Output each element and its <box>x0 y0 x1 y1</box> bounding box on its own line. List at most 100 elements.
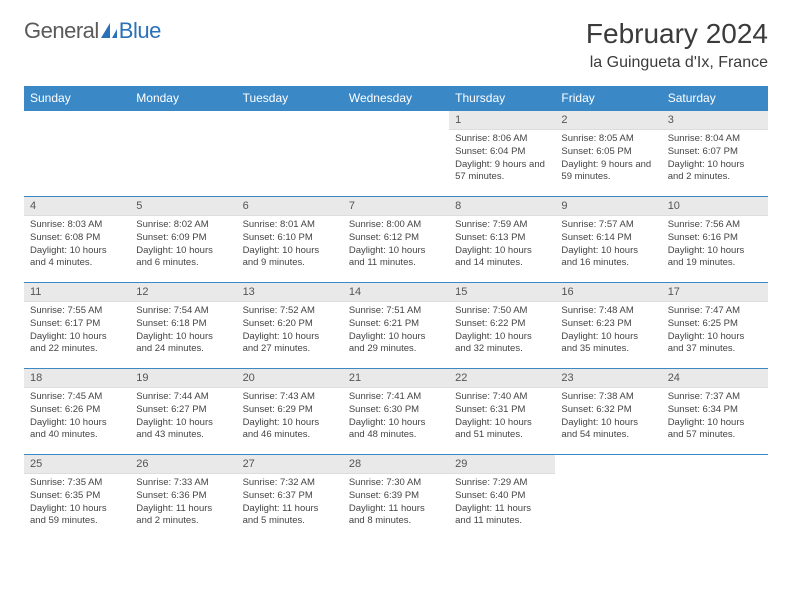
day-number: 13 <box>237 283 343 302</box>
weekday-header: Thursday <box>449 86 555 111</box>
day-data: Sunrise: 8:03 AMSunset: 6:08 PMDaylight:… <box>24 216 130 274</box>
day-data: Sunrise: 8:04 AMSunset: 6:07 PMDaylight:… <box>662 130 768 188</box>
day-data: Sunrise: 8:02 AMSunset: 6:09 PMDaylight:… <box>130 216 236 274</box>
day-data-line: Sunrise: 7:47 AM <box>668 305 762 318</box>
day-data-line: Sunrise: 7:52 AM <box>243 305 337 318</box>
day-data-line: Sunset: 6:29 PM <box>243 404 337 417</box>
day-data-line: Daylight: 10 hours and 14 minutes. <box>455 245 549 271</box>
day-data: Sunrise: 7:54 AMSunset: 6:18 PMDaylight:… <box>130 302 236 360</box>
day-data-line: Daylight: 10 hours and 43 minutes. <box>136 417 230 443</box>
calendar-week: 1Sunrise: 8:06 AMSunset: 6:04 PMDaylight… <box>24 111 768 197</box>
day-data: Sunrise: 8:01 AMSunset: 6:10 PMDaylight:… <box>237 216 343 274</box>
day-number: 9 <box>555 197 661 216</box>
day-number: 3 <box>662 111 768 130</box>
day-data-line: Sunrise: 8:00 AM <box>349 219 443 232</box>
day-data: Sunrise: 7:48 AMSunset: 6:23 PMDaylight:… <box>555 302 661 360</box>
calendar-week: 11Sunrise: 7:55 AMSunset: 6:17 PMDayligh… <box>24 283 768 369</box>
calendar-day: 11Sunrise: 7:55 AMSunset: 6:17 PMDayligh… <box>24 283 130 369</box>
day-data-line: Sunrise: 7:45 AM <box>30 391 124 404</box>
calendar-day <box>237 111 343 197</box>
day-data-line: Sunset: 6:20 PM <box>243 318 337 331</box>
day-number: 11 <box>24 283 130 302</box>
day-data-line: Daylight: 11 hours and 11 minutes. <box>455 503 549 529</box>
day-data: Sunrise: 7:35 AMSunset: 6:35 PMDaylight:… <box>24 474 130 532</box>
title-block: February 2024 la Guingueta d'Ix, France <box>586 18 768 72</box>
calendar-day <box>662 455 768 533</box>
calendar-day: 10Sunrise: 7:56 AMSunset: 6:16 PMDayligh… <box>662 197 768 283</box>
calendar-day: 6Sunrise: 8:01 AMSunset: 6:10 PMDaylight… <box>237 197 343 283</box>
day-data: Sunrise: 8:00 AMSunset: 6:12 PMDaylight:… <box>343 216 449 274</box>
day-data-line: Sunrise: 7:38 AM <box>561 391 655 404</box>
day-data-line: Daylight: 10 hours and 51 minutes. <box>455 417 549 443</box>
day-data: Sunrise: 7:40 AMSunset: 6:31 PMDaylight:… <box>449 388 555 446</box>
day-data: Sunrise: 7:30 AMSunset: 6:39 PMDaylight:… <box>343 474 449 532</box>
day-data-line: Daylight: 11 hours and 8 minutes. <box>349 503 443 529</box>
day-data-line: Daylight: 10 hours and 24 minutes. <box>136 331 230 357</box>
calendar-day <box>555 455 661 533</box>
day-data-line: Sunset: 6:40 PM <box>455 490 549 503</box>
day-number: 17 <box>662 283 768 302</box>
day-data-line: Sunrise: 7:41 AM <box>349 391 443 404</box>
day-data-line: Sunset: 6:14 PM <box>561 232 655 245</box>
day-data: Sunrise: 7:44 AMSunset: 6:27 PMDaylight:… <box>130 388 236 446</box>
day-data-line: Sunrise: 7:48 AM <box>561 305 655 318</box>
calendar-day: 13Sunrise: 7:52 AMSunset: 6:20 PMDayligh… <box>237 283 343 369</box>
day-data-line: Sunset: 6:26 PM <box>30 404 124 417</box>
day-data-line: Sunrise: 8:06 AM <box>455 133 549 146</box>
day-data-line: Sunset: 6:34 PM <box>668 404 762 417</box>
day-number: 10 <box>662 197 768 216</box>
day-data-line: Daylight: 10 hours and 6 minutes. <box>136 245 230 271</box>
day-data-line: Sunrise: 7:51 AM <box>349 305 443 318</box>
calendar-day: 25Sunrise: 7:35 AMSunset: 6:35 PMDayligh… <box>24 455 130 533</box>
day-data-line: Daylight: 11 hours and 2 minutes. <box>136 503 230 529</box>
calendar-day: 19Sunrise: 7:44 AMSunset: 6:27 PMDayligh… <box>130 369 236 455</box>
day-data: Sunrise: 7:50 AMSunset: 6:22 PMDaylight:… <box>449 302 555 360</box>
day-data: Sunrise: 8:06 AMSunset: 6:04 PMDaylight:… <box>449 130 555 188</box>
day-data-line: Sunrise: 8:03 AM <box>30 219 124 232</box>
weekday-header: Saturday <box>662 86 768 111</box>
day-data-line: Sunset: 6:32 PM <box>561 404 655 417</box>
calendar-header: SundayMondayTuesdayWednesdayThursdayFrid… <box>24 86 768 111</box>
day-data-line: Sunset: 6:09 PM <box>136 232 230 245</box>
calendar-day: 1Sunrise: 8:06 AMSunset: 6:04 PMDaylight… <box>449 111 555 197</box>
day-data-line: Sunset: 6:18 PM <box>136 318 230 331</box>
day-number: 8 <box>449 197 555 216</box>
day-data-line: Daylight: 9 hours and 59 minutes. <box>561 159 655 185</box>
calendar-day: 2Sunrise: 8:05 AMSunset: 6:05 PMDaylight… <box>555 111 661 197</box>
day-number: 2 <box>555 111 661 130</box>
day-data-line: Sunrise: 7:50 AM <box>455 305 549 318</box>
calendar-day <box>130 111 236 197</box>
day-data-line: Daylight: 10 hours and 40 minutes. <box>30 417 124 443</box>
day-data-line: Sunrise: 8:02 AM <box>136 219 230 232</box>
day-data-line: Daylight: 11 hours and 5 minutes. <box>243 503 337 529</box>
day-data: Sunrise: 7:51 AMSunset: 6:21 PMDaylight:… <box>343 302 449 360</box>
day-number: 18 <box>24 369 130 388</box>
day-data: Sunrise: 7:57 AMSunset: 6:14 PMDaylight:… <box>555 216 661 274</box>
day-number: 24 <box>662 369 768 388</box>
calendar-day <box>24 111 130 197</box>
day-data-line: Daylight: 10 hours and 2 minutes. <box>668 159 762 185</box>
day-data-line: Daylight: 10 hours and 22 minutes. <box>30 331 124 357</box>
day-data-line: Sunset: 6:35 PM <box>30 490 124 503</box>
day-data-line: Sunrise: 7:32 AM <box>243 477 337 490</box>
calendar-week: 4Sunrise: 8:03 AMSunset: 6:08 PMDaylight… <box>24 197 768 283</box>
day-data: Sunrise: 7:37 AMSunset: 6:34 PMDaylight:… <box>662 388 768 446</box>
calendar-day: 9Sunrise: 7:57 AMSunset: 6:14 PMDaylight… <box>555 197 661 283</box>
day-data-line: Daylight: 10 hours and 54 minutes. <box>561 417 655 443</box>
day-data-line: Sunset: 6:39 PM <box>349 490 443 503</box>
day-number: 21 <box>343 369 449 388</box>
calendar-body: 1Sunrise: 8:06 AMSunset: 6:04 PMDaylight… <box>24 111 768 533</box>
day-data-line: Sunset: 6:25 PM <box>668 318 762 331</box>
day-data: Sunrise: 7:41 AMSunset: 6:30 PMDaylight:… <box>343 388 449 446</box>
day-data-line: Sunset: 6:22 PM <box>455 318 549 331</box>
day-number: 14 <box>343 283 449 302</box>
day-number: 29 <box>449 455 555 474</box>
calendar-day: 28Sunrise: 7:30 AMSunset: 6:39 PMDayligh… <box>343 455 449 533</box>
weekday-header: Monday <box>130 86 236 111</box>
day-data-line: Sunrise: 7:54 AM <box>136 305 230 318</box>
day-data-line: Sunrise: 8:04 AM <box>668 133 762 146</box>
calendar-day: 14Sunrise: 7:51 AMSunset: 6:21 PMDayligh… <box>343 283 449 369</box>
day-number: 20 <box>237 369 343 388</box>
calendar-day: 16Sunrise: 7:48 AMSunset: 6:23 PMDayligh… <box>555 283 661 369</box>
calendar-day: 17Sunrise: 7:47 AMSunset: 6:25 PMDayligh… <box>662 283 768 369</box>
